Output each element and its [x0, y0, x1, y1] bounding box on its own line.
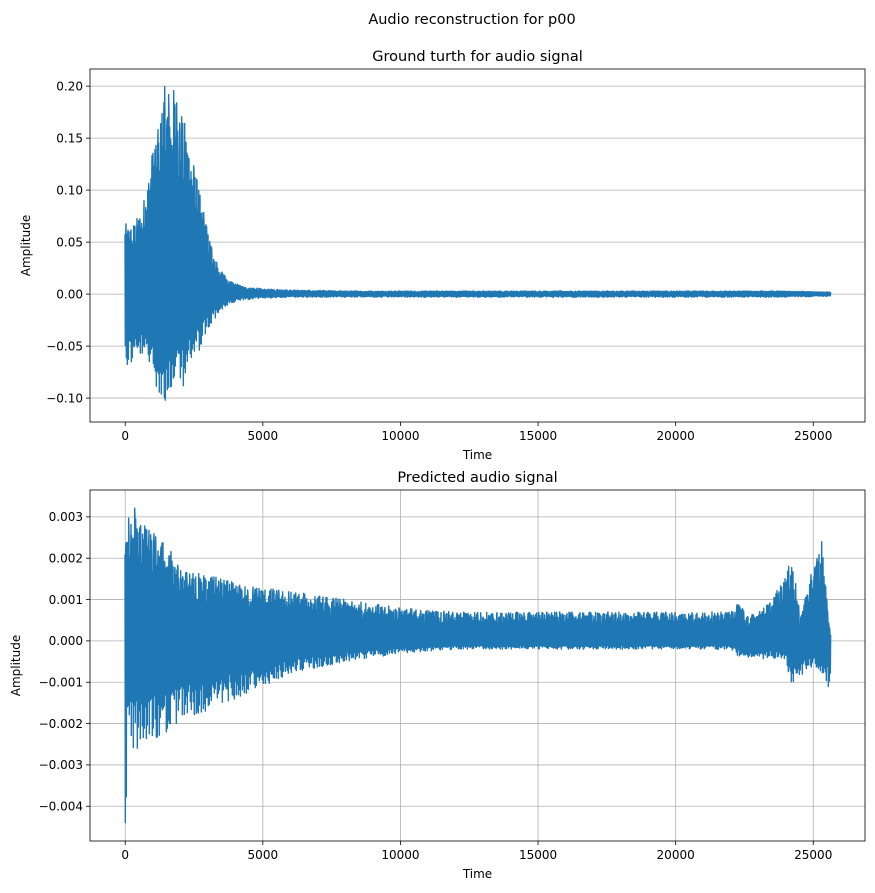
y-tick-label: 0.001	[49, 593, 83, 607]
x-tick-label: 20000	[657, 429, 695, 443]
x-tick-label: 0	[121, 429, 129, 443]
y-axis-label: Amplitude	[19, 215, 33, 277]
axes-frame	[89, 489, 866, 842]
x-tick-label: 5000	[248, 429, 279, 443]
x-tick-label: 15000	[519, 848, 557, 862]
y-tick-label: −0.004	[39, 800, 83, 814]
x-tick-label: 25000	[794, 429, 832, 443]
y-tick-label: 0.000	[49, 634, 83, 648]
y-tick-label: −0.10	[46, 391, 83, 405]
x-tick-label: 5000	[248, 848, 279, 862]
y-tick-label: −0.003	[39, 758, 83, 772]
y-axis-label: Amplitude	[9, 635, 23, 697]
y-tick-label: −0.05	[46, 339, 83, 353]
y-tick-label: 0.003	[49, 510, 83, 524]
y-tick-label: 0.05	[56, 235, 83, 249]
axes-title: Predicted audio signal	[397, 470, 557, 486]
x-tick-label: 0	[121, 848, 129, 862]
y-tick-label: 0.002	[49, 552, 83, 566]
signal-line	[124, 507, 832, 824]
y-tick-label: 0.00	[56, 287, 83, 301]
x-tick-label: 25000	[794, 848, 832, 862]
x-axis-label: Time	[462, 448, 492, 462]
x-tick-label: 15000	[519, 429, 557, 443]
ground-truth-axes: 0 5000 10000 15000 20000 25000 −0.10 −0.05 0.00 0…	[19, 49, 866, 462]
axes-frame	[89, 68, 866, 423]
y-tick-label: 0.10	[56, 183, 83, 197]
x-tick-label: 10000	[381, 848, 419, 862]
axes-title: Ground turth for audio signal	[372, 49, 583, 65]
signal-line	[124, 85, 832, 401]
x-tick-label: 20000	[657, 848, 695, 862]
x-axis-label: Time	[462, 867, 492, 881]
y-tick-label: 0.15	[56, 131, 83, 145]
y-tick-label: −0.002	[39, 717, 83, 731]
y-tick-label: −0.001	[39, 676, 83, 690]
predicted-axes: 0 5000 10000 15000 20000 25000 −0.004 −0.003 −0.…	[9, 470, 866, 881]
y-tick-label: 0.20	[56, 79, 83, 93]
figure-suptitle: Audio reconstruction for p00	[368, 12, 575, 28]
x-tick-label: 10000	[381, 429, 419, 443]
